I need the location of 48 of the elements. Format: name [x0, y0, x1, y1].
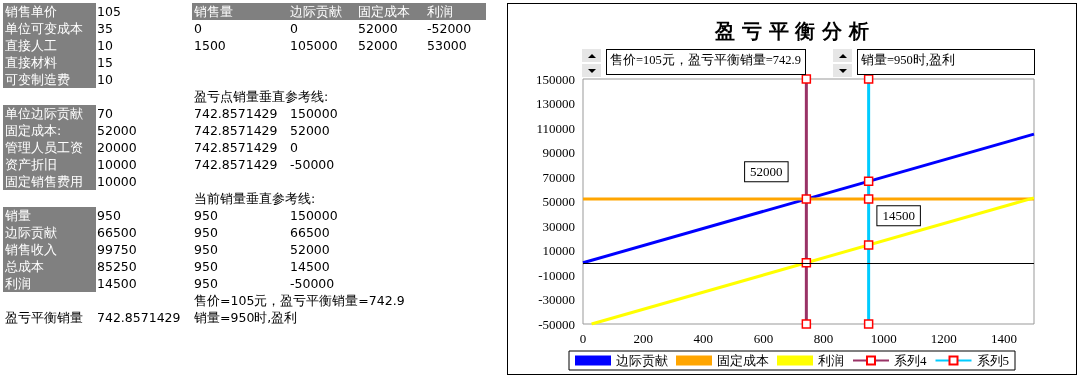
y-tick-label: -10000 — [538, 267, 575, 283]
y-tick-label: 90000 — [542, 145, 575, 160]
text: 当前销量垂直参考线: — [194, 191, 316, 207]
text: 资产折旧 10000 742.8571429 -50000 — [5, 157, 335, 172]
x-tick-label: 800 — [813, 331, 834, 346]
text: 直接人工 10 1500 105000 52000 53000 — [5, 38, 467, 53]
x-tick-label: 200 — [633, 331, 653, 346]
y-tick-label: 150000 — [536, 71, 575, 87]
y-tick-label: 10000 — [542, 243, 575, 258]
x-tick-label: 1400 — [990, 331, 1017, 346]
data-label: 52000 — [750, 164, 783, 180]
text: 销售收入 99750 950 52000 — [5, 242, 330, 257]
y-tick-label: 110000 — [536, 120, 575, 136]
legend-label: 利润 — [818, 353, 844, 368]
text: 销量 950 950 150000 — [5, 208, 338, 223]
text: 管理人员工资 20000 742.8571429 0 — [5, 140, 298, 155]
text: 边际贡献 66500 950 66500 — [5, 225, 330, 240]
y-tick-label: 70000 — [542, 169, 575, 185]
x-tick-label: 0 — [579, 331, 587, 346]
text: 销售单价 105 销售量 边际贡献 固定成本 利润 — [5, 4, 453, 19]
text: 总成本 85250 950 14500 — [5, 259, 330, 274]
text: 盈亏平衡销量 742.8571429 销量=950时,盈利 — [5, 310, 298, 326]
legend-label: 系列5 — [976, 353, 1009, 368]
text: 固定销售费用 10000 — [5, 174, 137, 190]
text: 利润 14500 950 -50000 — [5, 276, 335, 291]
legend-label: 边际贡献 — [616, 353, 668, 368]
text: 售价=105元，盈亏平衡销量=742.9 — [194, 293, 405, 309]
x-tick-label: 600 — [753, 331, 774, 346]
text: 直接材料 15 — [5, 55, 113, 70]
x-tick-label: 1000 — [870, 331, 897, 346]
y-tick-label: 30000 — [542, 218, 575, 234]
data-label: 14500 — [882, 208, 915, 224]
text: 固定成本: 52000 742.8571429 52000 — [5, 123, 330, 138]
text: 单位边际贡献 70 742.8571429 150000 — [5, 106, 338, 121]
y-tick-label: 130000 — [536, 96, 575, 111]
y-tick-label: -30000 — [538, 292, 575, 307]
text: 盈亏点销量垂直参考线: — [194, 89, 329, 105]
text: 售价=105元，盈亏平衡销量=742.9 — [606, 49, 806, 75]
legend-label: 固定成本 — [717, 353, 769, 368]
text: 销量=950时,盈利 — [857, 49, 1035, 75]
x-tick-label: 400 — [693, 331, 714, 346]
chart-title: 盈 亏 平 衡 分 析 — [713, 19, 870, 43]
x-tick-label: 1200 — [930, 331, 957, 346]
y-tick-label: -50000 — [538, 316, 575, 332]
y-tick-label: 50000 — [542, 194, 575, 209]
text: 可变制造费 10 — [5, 72, 113, 87]
text: 单位可变成本 35 0 0 52000 -52000 — [5, 21, 472, 36]
legend-label: 系列4 — [894, 353, 927, 368]
